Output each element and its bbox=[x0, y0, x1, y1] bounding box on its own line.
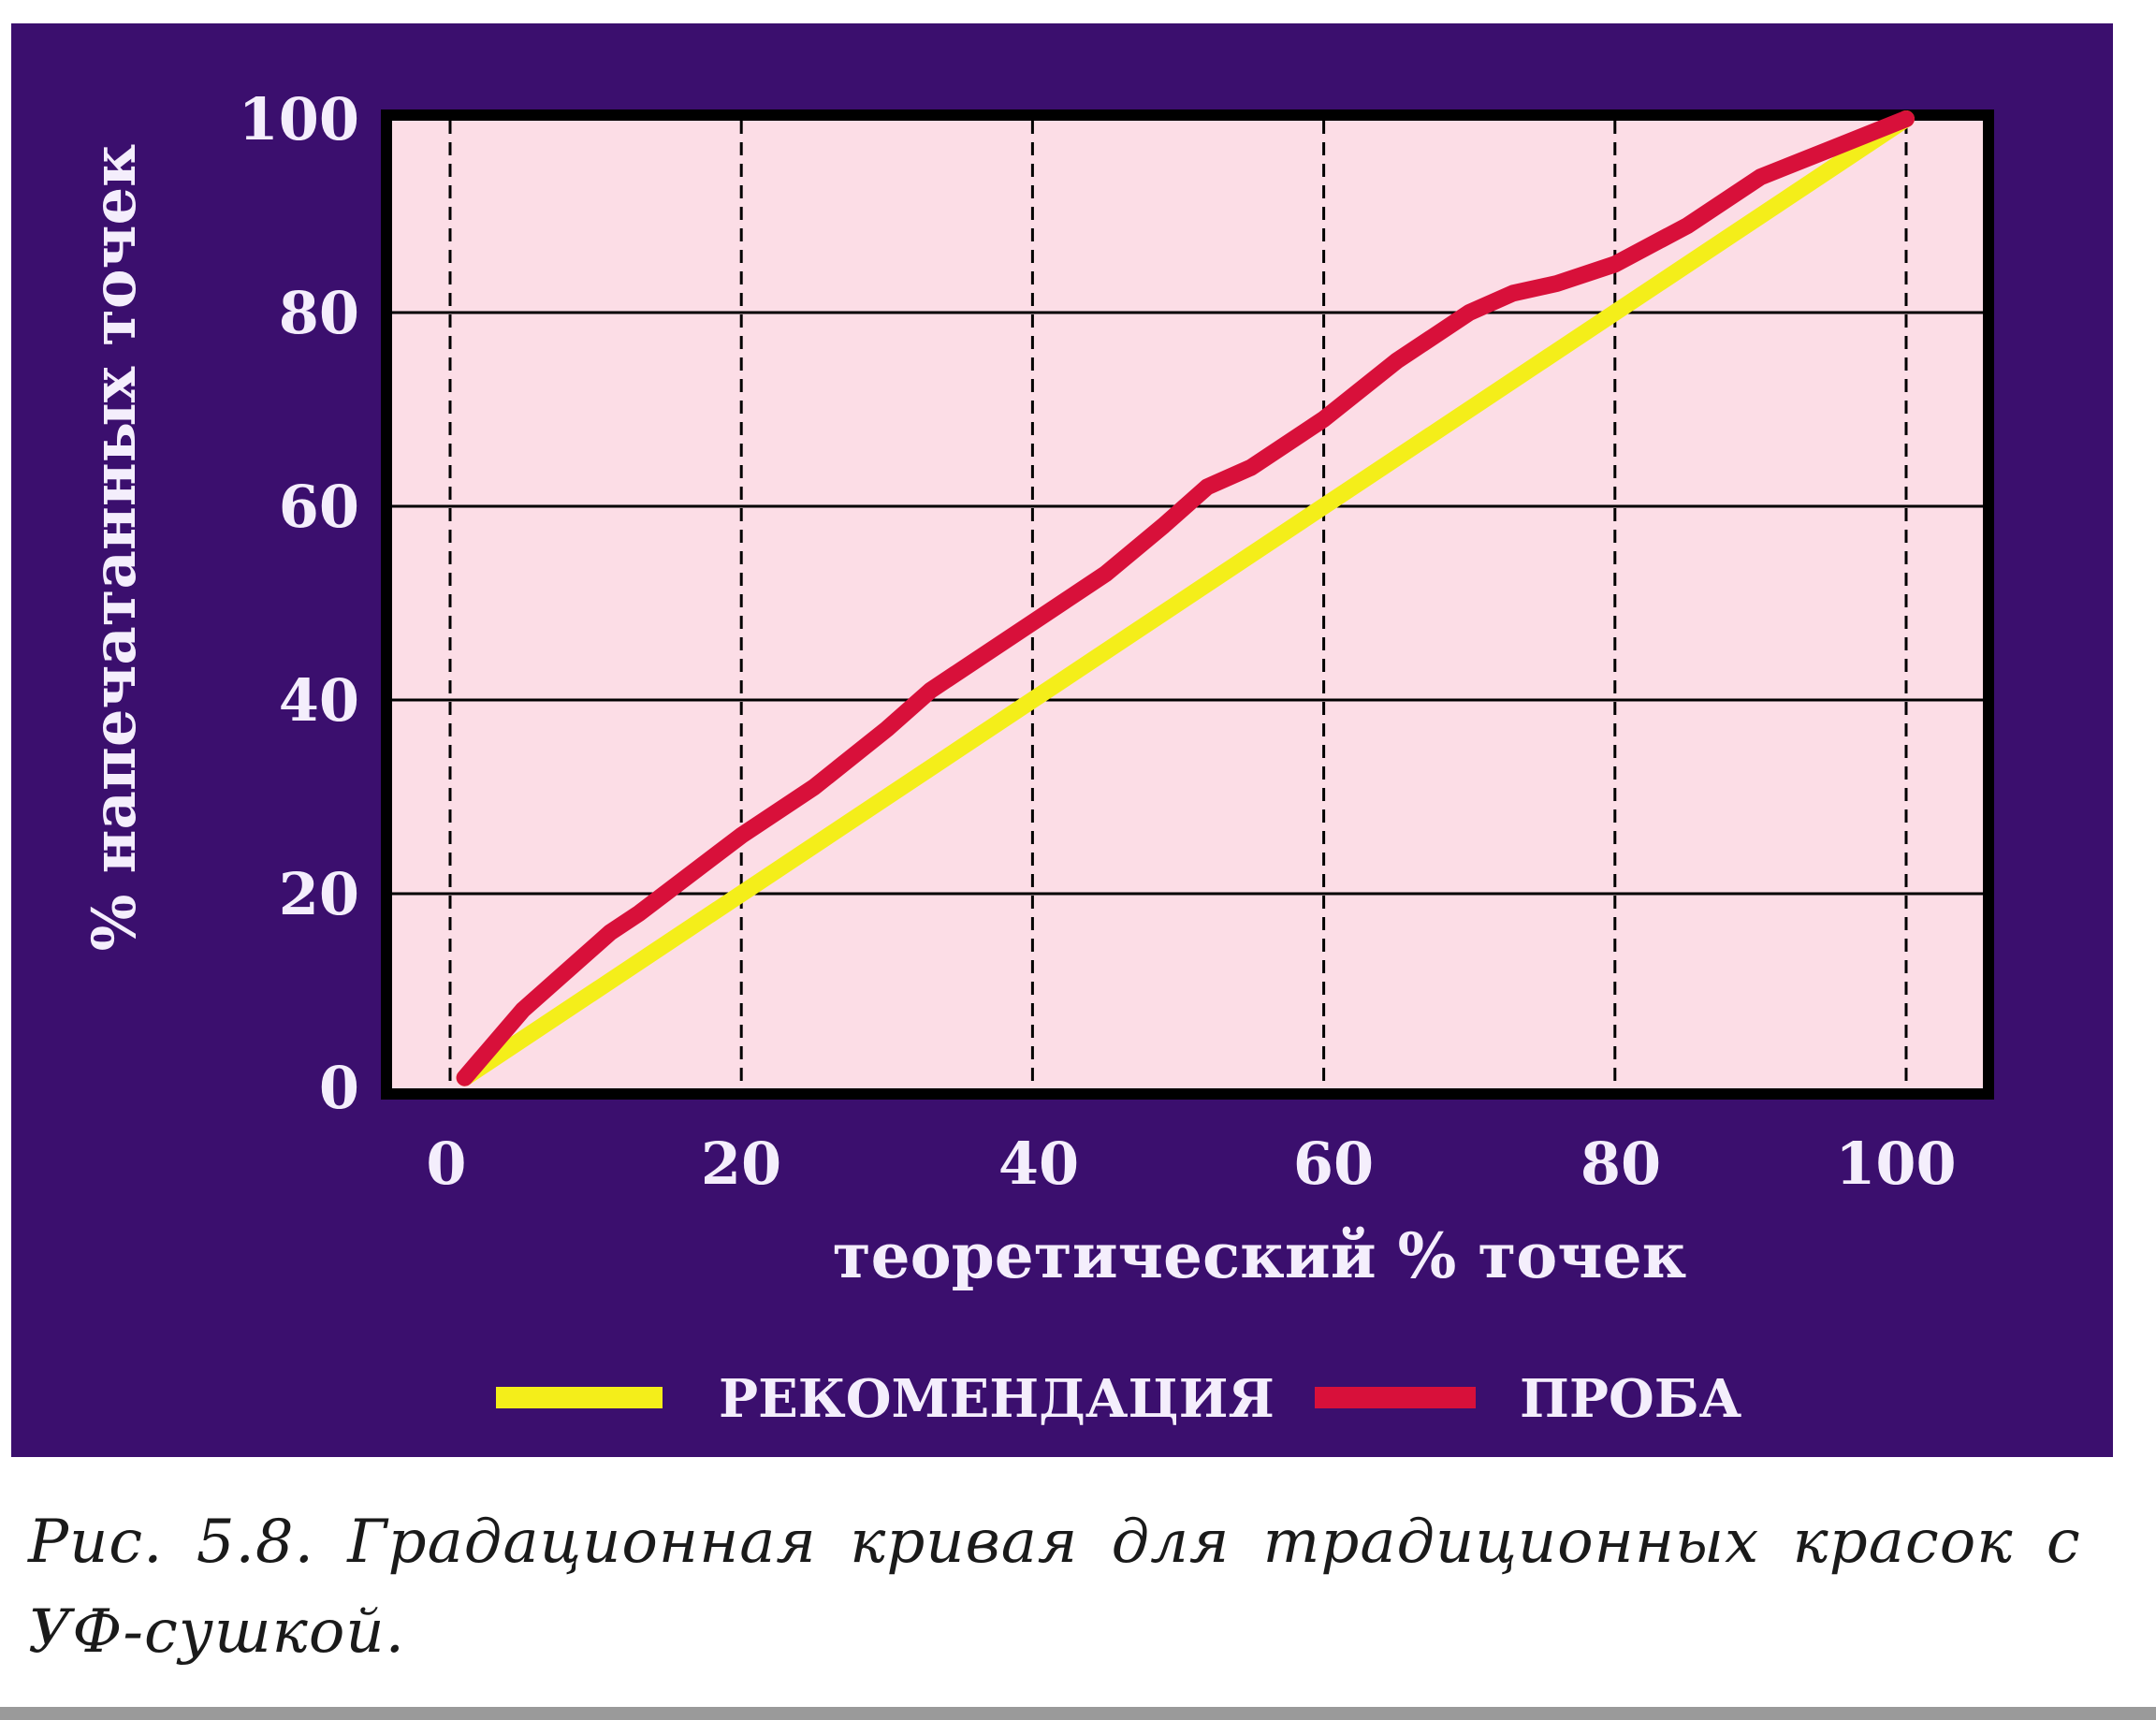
x-tick-label: 0 bbox=[426, 1130, 466, 1198]
legend-label: РЕКОМЕНДАЦИЯ bbox=[719, 1368, 1275, 1430]
gradation-chart: 0 20 40 60 80 100 0 20 40 60 80 100 теоретический %… bbox=[80, 85, 1994, 1430]
x-axis-label: теоретический % точек bbox=[833, 1219, 1687, 1292]
x-tick-label: 20 bbox=[701, 1130, 781, 1198]
series-line-recommendation bbox=[456, 110, 1915, 1086]
y-tick-label: 80 bbox=[279, 279, 359, 347]
page-bottom-edge bbox=[0, 1707, 2156, 1720]
legend: РЕКОМЕНДАЦИЯ ПРОБА bbox=[496, 1368, 1742, 1430]
figure-caption: Рис. 5.8. Градационная кривая для традиц… bbox=[28, 1508, 2081, 1667]
legend-swatch-recommendation bbox=[496, 1387, 663, 1408]
y-tick-label: 20 bbox=[279, 860, 359, 928]
y-axis-label: % напечатанных точек bbox=[80, 144, 150, 952]
legend-label: ПРОБА bbox=[1520, 1368, 1742, 1430]
y-tick-label: 100 bbox=[239, 85, 359, 153]
y-tick-label: 40 bbox=[279, 666, 359, 735]
chart-panel: 0 20 40 60 80 100 0 20 40 60 80 100 теоретический %… bbox=[11, 23, 2113, 1457]
y-tick-label: 0 bbox=[319, 1054, 359, 1122]
x-tick-label: 40 bbox=[998, 1130, 1079, 1198]
y-tick-label: 60 bbox=[279, 473, 359, 541]
series-line-proof bbox=[456, 110, 1915, 1086]
legend-swatch-proof bbox=[1315, 1387, 1476, 1408]
x-tick-label: 100 bbox=[1835, 1130, 1956, 1198]
x-tick-label: 80 bbox=[1581, 1130, 1661, 1198]
x-tick-label: 60 bbox=[1293, 1130, 1374, 1198]
